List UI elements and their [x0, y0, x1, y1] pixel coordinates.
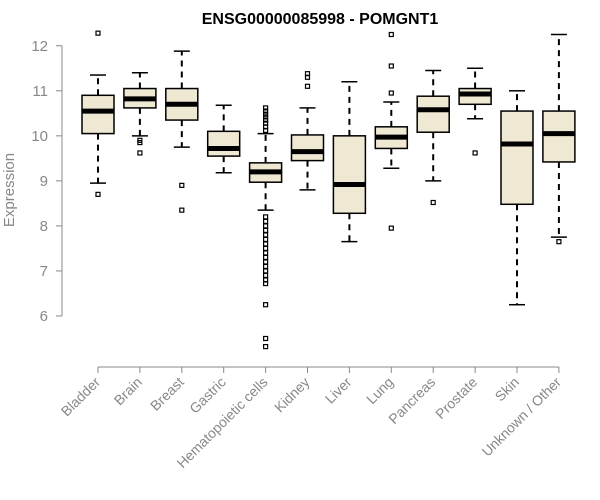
- box-iqr: [542, 110, 576, 163]
- outlier-point: [388, 31, 394, 38]
- outlier-point: [263, 223, 269, 229]
- outlier-point: [263, 114, 269, 120]
- box-group: [542, 33, 576, 245]
- outlier-point: [304, 74, 311, 80]
- x-tick-label: Liver: [322, 374, 355, 407]
- outlier-point: [263, 105, 269, 111]
- y-tick-label: 7: [40, 263, 48, 280]
- box-group: [332, 81, 367, 243]
- outlier-point: [263, 250, 269, 256]
- outlier-point: [263, 280, 269, 287]
- x-tick-label: Skin: [492, 374, 523, 405]
- outlier-point: [388, 90, 394, 96]
- x-tick-label: Kidney: [271, 374, 313, 416]
- x-tick-label: Bladder: [58, 374, 104, 420]
- outlier-point: [263, 259, 269, 265]
- box-iqr: [81, 94, 115, 135]
- outlier-point: [388, 63, 394, 69]
- outlier-point: [179, 182, 185, 188]
- outlier-point: [95, 191, 101, 197]
- outlier-point: [304, 83, 311, 89]
- x-tick-label: Prostate: [432, 374, 480, 422]
- y-tick-label: 9: [40, 173, 48, 190]
- outlier-point: [263, 254, 269, 261]
- outlier-point: [95, 30, 101, 36]
- outlier-point: [263, 263, 269, 270]
- outlier-point: [263, 214, 269, 220]
- outlier-point: [388, 225, 394, 231]
- box-iqr: [500, 110, 534, 206]
- x-tick-label: Unknown / Other: [478, 374, 564, 460]
- x-tick-label: Lung: [363, 374, 396, 407]
- outlier-point: [263, 302, 269, 308]
- x-tick-label: Brain: [111, 374, 145, 408]
- outlier-point: [556, 239, 562, 245]
- outlier-point: [472, 150, 478, 156]
- box-group: [248, 105, 283, 350]
- outlier-point: [263, 227, 269, 234]
- outlier-point: [137, 137, 143, 143]
- y-tick-label: 11: [32, 83, 48, 100]
- box-iqr: [332, 135, 367, 215]
- outlier-point: [263, 218, 269, 224]
- box-group: [416, 69, 450, 206]
- box-group: [500, 90, 534, 306]
- box-group: [165, 50, 199, 213]
- y-tick-label: 6: [40, 308, 48, 325]
- box-group: [123, 72, 157, 156]
- outlier-point: [263, 268, 269, 274]
- outlier-point: [263, 236, 269, 243]
- outlier-point: [430, 199, 436, 206]
- outlier-point: [263, 232, 269, 238]
- box-iqr: [416, 95, 450, 133]
- x-tick-label: Pancreas: [385, 374, 438, 427]
- outlier-point: [263, 343, 269, 350]
- outlier-point: [263, 245, 269, 252]
- outlier-point: [263, 127, 269, 134]
- box-group: [290, 71, 325, 191]
- outlier-point: [263, 117, 269, 123]
- y-axis: 6 7 8 9 10 11 12: [31, 38, 63, 325]
- box-group: [458, 67, 492, 156]
- x-tick-label: Breast: [147, 374, 187, 414]
- plot-area: [81, 30, 576, 350]
- y-tick-label: 10: [31, 128, 48, 145]
- outlier-point: [263, 335, 269, 342]
- y-tick-label: 12: [31, 38, 48, 55]
- outlier-point: [179, 207, 185, 213]
- y-tick-label: 8: [40, 218, 48, 235]
- chart-title: ENSG00000085998 - POMGNT1: [202, 11, 439, 28]
- box-group: [374, 31, 409, 231]
- box-group: [206, 104, 241, 174]
- box-iqr: [206, 130, 241, 157]
- outlier-point: [263, 241, 269, 247]
- outlier-point: [263, 111, 269, 117]
- outlier-point: [263, 272, 269, 279]
- outlier-point: [263, 108, 269, 114]
- y-axis-label: Expression: [1, 153, 18, 227]
- box-iqr: [290, 134, 325, 162]
- outlier-point: [137, 150, 143, 156]
- box-group: [81, 30, 115, 197]
